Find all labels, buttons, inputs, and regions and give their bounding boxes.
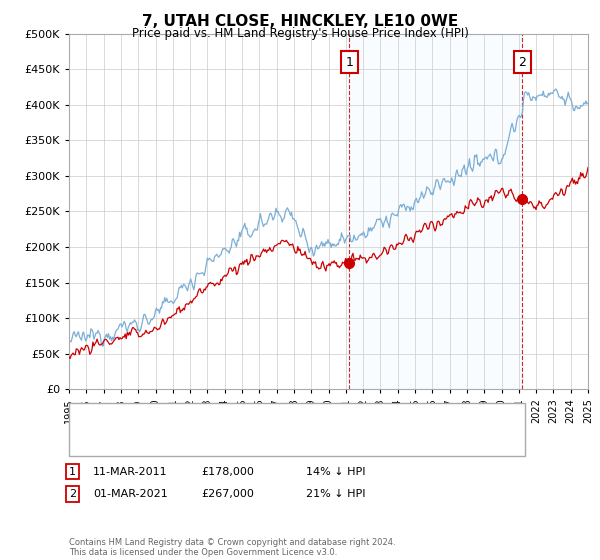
Text: 01-MAR-2021: 01-MAR-2021 <box>93 489 168 499</box>
Text: 7, UTAH CLOSE, HINCKLEY, LE10 0WE: 7, UTAH CLOSE, HINCKLEY, LE10 0WE <box>142 14 458 29</box>
Text: £267,000: £267,000 <box>201 489 254 499</box>
Text: 21% ↓ HPI: 21% ↓ HPI <box>306 489 365 499</box>
Text: 7, UTAH CLOSE, HINCKLEY, LE10 0WE (detached house): 7, UTAH CLOSE, HINCKLEY, LE10 0WE (detac… <box>105 413 395 423</box>
Text: 2: 2 <box>69 489 76 499</box>
Text: 1: 1 <box>346 55 353 68</box>
Bar <box>349 34 522 389</box>
Text: 14% ↓ HPI: 14% ↓ HPI <box>306 466 365 477</box>
Text: 11-MAR-2011: 11-MAR-2011 <box>93 466 167 477</box>
Text: £178,000: £178,000 <box>201 466 254 477</box>
Text: 1: 1 <box>69 466 76 477</box>
Text: HPI: Average price, detached house, Hinckley and Bosworth: HPI: Average price, detached house, Hinc… <box>105 436 418 446</box>
Text: 2: 2 <box>518 55 526 68</box>
Text: Contains HM Land Registry data © Crown copyright and database right 2024.
This d: Contains HM Land Registry data © Crown c… <box>69 538 395 557</box>
Text: Price paid vs. HM Land Registry's House Price Index (HPI): Price paid vs. HM Land Registry's House … <box>131 27 469 40</box>
